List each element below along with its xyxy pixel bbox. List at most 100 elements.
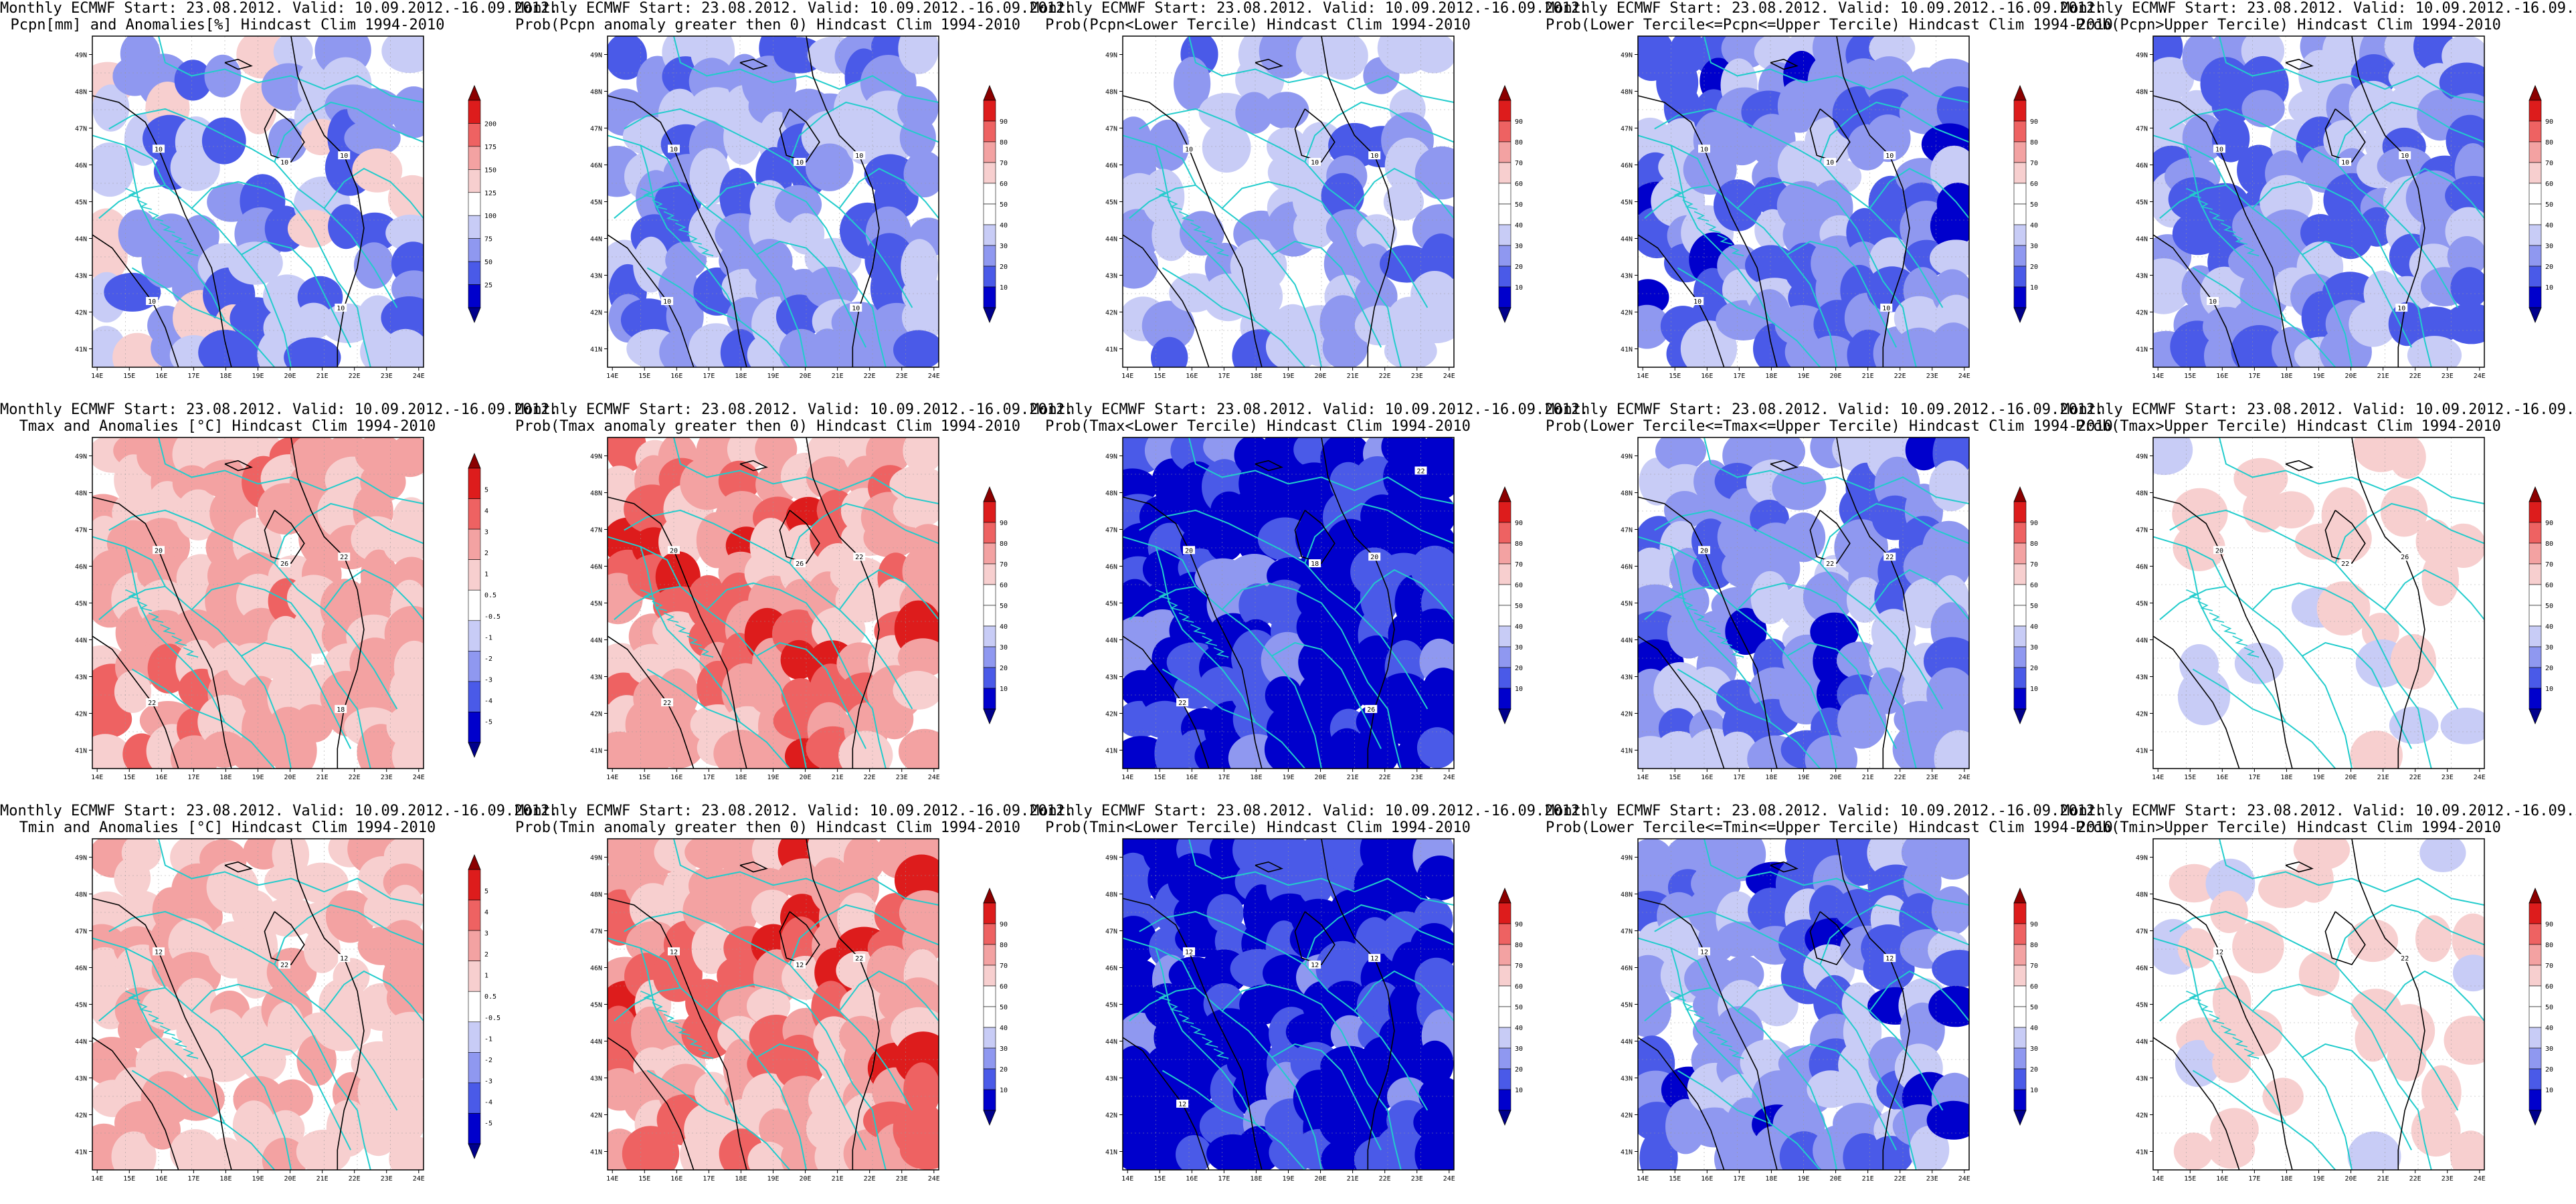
country-border [1638,134,1837,367]
colorbar-label: 90 [1000,921,1008,928]
contour-line [2285,460,2314,472]
lat-tick-label: 43N [75,1076,87,1083]
lon-tick-label: 17E [1218,774,1230,781]
colorbar-label: 90 [2030,921,2038,928]
country-border [1221,983,1402,1170]
colorbar-segment [2013,224,2027,246]
country-border [1271,240,1382,348]
colorbar-segment [983,563,996,585]
country-border [2302,641,2412,749]
lon-tick-label: 15E [638,1175,650,1183]
field-patch [2441,523,2484,568]
colorbar-segment [1498,605,1511,627]
contour-line [1321,36,1395,367]
colorbar-label: 60 [1000,582,1008,589]
field-patch [1837,694,1887,749]
contour-line [2351,36,2425,367]
contour-line [290,437,365,769]
country-border [1677,668,1821,769]
lon-tick-label: 15E [1154,774,1166,781]
country-border [1188,36,1454,103]
contour-line [264,108,305,163]
contour-label: 12 [155,948,163,956]
field-patch [267,1001,305,1056]
lat-tick-label: 46N [2136,965,2148,973]
contour-line [1770,58,1799,70]
colorbar-segment [2528,563,2542,585]
lon-tick-label: 17E [2248,774,2260,781]
field-patch [204,54,242,98]
lat-tick-label: 41N [2136,346,2148,354]
colorbar-label: 50 [2545,201,2553,209]
lat-tick-label: 46N [1621,965,1633,973]
contour-label: 22 [2341,561,2349,568]
contour-line [1836,36,1910,367]
colorbar-segment [468,215,481,239]
lat-tick-label: 43N [1105,1076,1117,1083]
colorbar-label: 20 [2030,665,2038,672]
colorbar-label: 30 [2545,243,2553,250]
colorbar-label: 20 [1515,1066,1523,1074]
country-border [191,582,371,769]
lon-tick-label: 18E [1250,774,1262,781]
colorbar-segment [1498,1006,1511,1028]
colorbar-segment [1498,625,1511,647]
colorbar-segment [2528,646,2542,668]
field-patch [2452,955,2484,992]
lon-tick-label: 20E [1315,1175,1327,1183]
colorbar-label: 10 [2030,1087,2038,1094]
contour-label: 12 [340,955,348,963]
field-patch [344,120,401,157]
lat-tick-label: 44N [590,637,602,645]
contour-label: 10 [2215,146,2223,153]
lon-tick-label: 24E [2474,774,2486,781]
lat-tick-label: 49N [1621,52,1633,60]
field-patch [1142,550,1184,589]
colorbar-segment [468,146,481,170]
colorbar-segment [983,162,996,184]
field-patch [1928,985,1969,1027]
field-patch [1806,335,1857,367]
country-border [1221,582,1402,769]
lon-tick-label: 19E [767,1175,779,1183]
country-border [2153,536,2353,769]
contour-label: 20 [670,547,678,555]
colorbar-segment [468,238,481,262]
country-border [1188,839,1454,906]
field-patch [1772,466,1827,510]
lat-tick-label: 48N [1621,892,1633,899]
lon-tick-label: 23E [2442,774,2454,781]
colorbar-segment [2013,141,2027,163]
colorbar-label: 20 [1000,665,1008,672]
field-patch [92,231,128,282]
field-patch [227,241,283,285]
colorbar-label: 40 [1515,1025,1523,1032]
colorbar-segment [983,183,996,205]
colorbar-segment [1498,245,1511,267]
lat-tick-label: 46N [590,564,602,571]
lon-tick-label: 15E [123,1175,135,1183]
lat-tick-label: 46N [1621,564,1633,571]
colorbar-label: 80 [2030,540,2038,548]
lat-tick-label: 47N [2136,928,2148,936]
country-border [2159,585,2227,621]
field-patch [898,36,939,74]
contour-line [2324,911,2366,966]
colorbar-label: 30 [2030,1045,2038,1053]
field-patch [1330,1015,1369,1054]
field-patch [141,231,189,288]
panel-title-line2: Prob(Tmax<Lower Tercile) Hindcast Clim 1… [1045,418,1471,435]
contour-label: 22 [1178,700,1186,707]
lon-tick-label: 16E [670,373,682,380]
country-border [2153,937,2353,1170]
lon-tick-label: 20E [1830,1175,1842,1183]
panel-title-line1: Monthly ECMWF Start: 23.08.2012. Valid: … [2061,803,2576,819]
colorbar-segment [2528,1027,2542,1049]
contour-label: 20 [1185,547,1193,555]
field-patch [899,1130,939,1170]
field-patch [287,209,338,248]
colorbar-label: -5 [484,1120,492,1127]
colorbar: 90 80 70 60 50 40 30 20 10 [2528,84,2553,324]
lon-tick-label: 23E [381,1175,393,1183]
colorbar-segment [468,100,481,124]
